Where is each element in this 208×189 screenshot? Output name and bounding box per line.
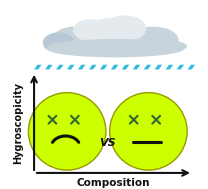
Polygon shape xyxy=(100,65,107,69)
Text: VS: VS xyxy=(99,138,116,148)
Text: Composition: Composition xyxy=(77,178,150,188)
Text: Hygroscopicity: Hygroscopicity xyxy=(13,82,23,164)
Ellipse shape xyxy=(43,33,74,52)
Polygon shape xyxy=(166,65,173,69)
Polygon shape xyxy=(111,65,118,69)
Polygon shape xyxy=(122,65,129,69)
Polygon shape xyxy=(45,65,53,69)
Polygon shape xyxy=(155,65,162,69)
Ellipse shape xyxy=(53,27,95,52)
Polygon shape xyxy=(89,65,97,69)
Ellipse shape xyxy=(129,27,178,52)
Polygon shape xyxy=(34,65,42,69)
Ellipse shape xyxy=(74,20,108,41)
Ellipse shape xyxy=(104,16,146,41)
Circle shape xyxy=(28,93,106,170)
Polygon shape xyxy=(144,65,151,69)
Circle shape xyxy=(110,93,187,170)
Ellipse shape xyxy=(45,37,186,56)
Polygon shape xyxy=(177,65,184,69)
Polygon shape xyxy=(133,65,140,69)
Polygon shape xyxy=(188,65,195,69)
Polygon shape xyxy=(67,65,74,69)
Polygon shape xyxy=(78,65,85,69)
Polygon shape xyxy=(56,65,64,69)
Ellipse shape xyxy=(83,19,140,49)
Ellipse shape xyxy=(47,40,183,57)
